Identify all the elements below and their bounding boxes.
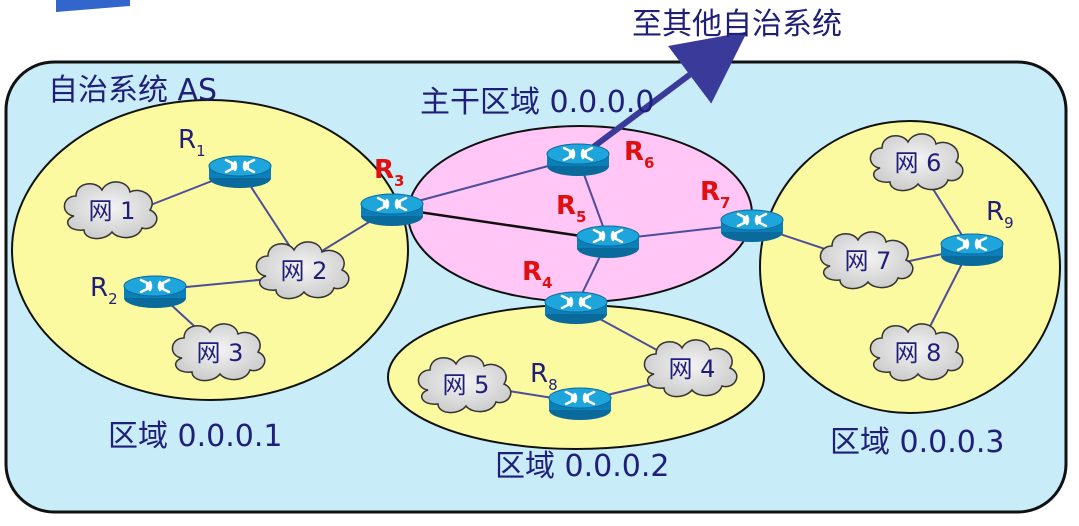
network-label-8: 网 8	[895, 339, 942, 367]
router-r3	[359, 192, 425, 228]
router-r8	[547, 386, 613, 422]
router-label-r1-sub: 1	[196, 142, 206, 160]
router-label-r5-sub: 5	[576, 208, 586, 226]
external-route-arrow	[590, 31, 748, 151]
router-label-r6-sub: 6	[644, 154, 654, 172]
router-label-r4: R4	[522, 257, 552, 292]
router-label-r4-name: R	[522, 257, 542, 287]
router-label-r1-name: R	[178, 125, 196, 155]
area-1-label: 区域 0.0.0.1	[108, 419, 283, 454]
network-label-7: 网 7	[845, 247, 892, 275]
router-label-r6-name: R	[624, 137, 644, 167]
external-as-label: 至其他自治系统	[632, 7, 842, 42]
network-label-5: 网 5	[443, 371, 490, 399]
router-label-r5: R5	[556, 191, 586, 226]
router-label-r8-sub: 8	[548, 376, 558, 394]
network-label-6: 网 6	[895, 149, 942, 177]
router-r2	[122, 274, 188, 310]
network-label-1: 网 1	[89, 197, 136, 225]
router-label-r4-sub: 4	[542, 274, 552, 292]
area-3-label: 区域 0.0.0.3	[830, 425, 1005, 460]
router-label-r1: R1	[178, 125, 206, 160]
router-label-r3-name: R	[374, 155, 394, 185]
area-2-label: 区域 0.0.0.2	[495, 449, 670, 484]
router-r6	[545, 142, 611, 178]
router-r1	[207, 154, 273, 190]
router-r7	[719, 208, 785, 244]
network-label-2: 网 2	[281, 257, 328, 285]
backbone-area-label: 主干区域 0.0.0.0	[420, 85, 655, 120]
as-label: 自治系统 AS	[48, 73, 217, 108]
network-label-3: 网 3	[197, 339, 244, 367]
router-label-r5-name: R	[556, 191, 576, 221]
router-label-r8-name: R	[530, 359, 548, 389]
router-r4	[543, 290, 609, 326]
title-bar-fragment	[56, 0, 130, 12]
router-r5	[575, 224, 641, 260]
router-label-r3-sub: 3	[394, 172, 404, 190]
router-label-r2-sub: 2	[108, 290, 118, 308]
router-label-r9-sub: 9	[1004, 214, 1014, 232]
router-label-r2-name: R	[90, 273, 108, 303]
router-label-r2: R2	[90, 273, 118, 308]
router-label-r9-name: R	[986, 197, 1004, 227]
area-0-0-0-1	[11, 99, 409, 401]
router-label-r6: R6	[624, 137, 654, 172]
router-label-r7-sub: 7	[720, 194, 730, 212]
router-label-r3: R3	[374, 155, 404, 190]
router-label-r7: R7	[700, 177, 730, 212]
router-r9	[939, 232, 1005, 268]
router-label-r7-name: R	[700, 177, 720, 207]
router-label-r9: R9	[986, 197, 1014, 232]
router-label-r8: R8	[530, 359, 558, 394]
network-label-4: 网 4	[669, 355, 716, 383]
